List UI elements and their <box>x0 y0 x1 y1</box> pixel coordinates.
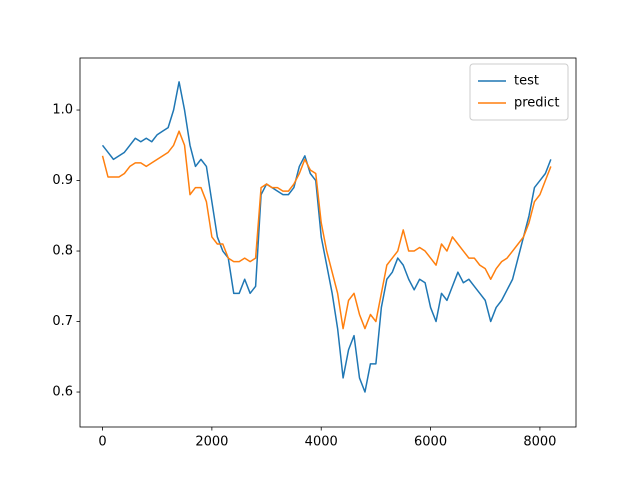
y-tick-label: 0.7 <box>52 314 73 329</box>
plot-frame <box>79 57 577 428</box>
line-series <box>101 130 552 330</box>
y-tick-label: 1.0 <box>52 103 73 118</box>
legend-box <box>469 63 569 121</box>
x-tick-label: 8000 <box>523 435 556 450</box>
y-tick-label: 0.6 <box>52 385 73 400</box>
x-tick-label: 4000 <box>305 435 338 450</box>
x-tick-label: 2000 <box>195 435 228 450</box>
legend-label: predict <box>514 96 559 111</box>
y-tick-label: 0.9 <box>52 173 73 188</box>
x-tick-label: 0 <box>98 435 106 450</box>
line-series <box>101 81 552 393</box>
y-tick-label: 0.8 <box>52 244 73 259</box>
x-tick-label: 6000 <box>414 435 447 450</box>
legend-label: test <box>514 74 539 89</box>
